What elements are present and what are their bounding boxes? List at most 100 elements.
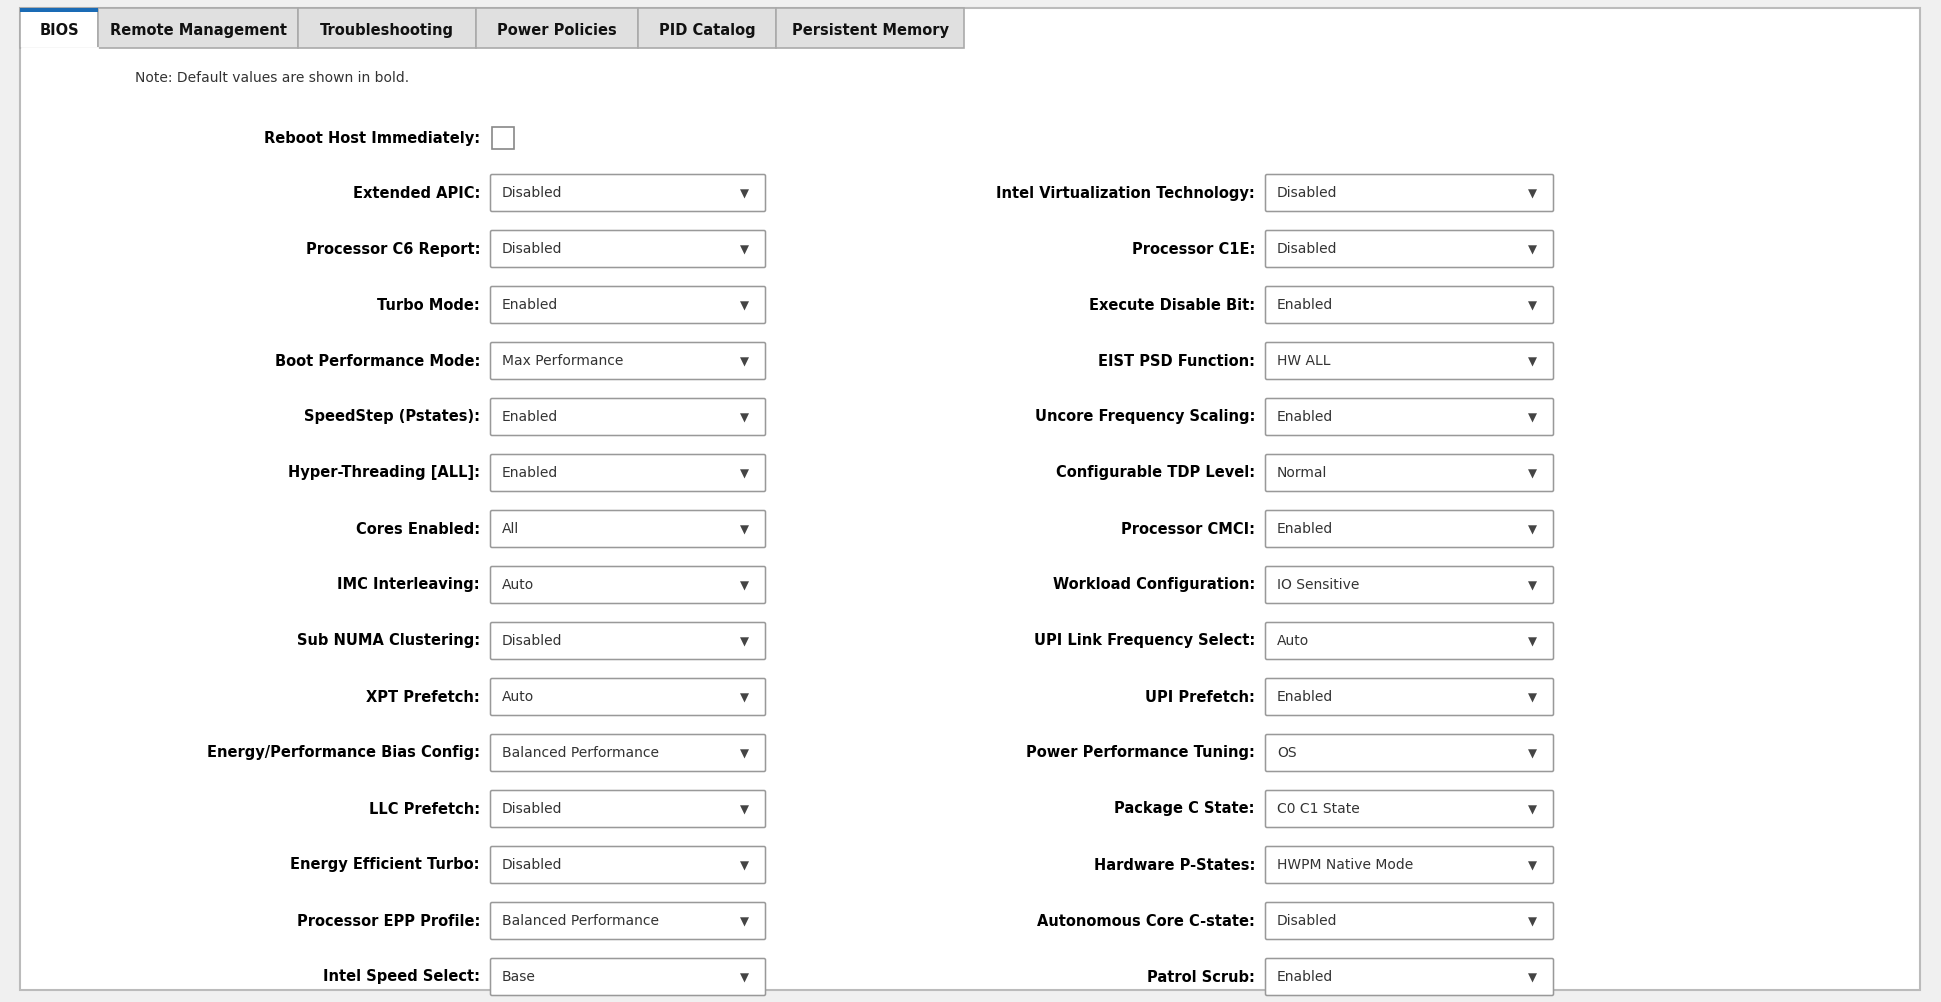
Text: Intel Virtualization Technology:: Intel Virtualization Technology: <box>996 185 1256 200</box>
Text: ▼: ▼ <box>1528 747 1537 761</box>
FancyBboxPatch shape <box>1266 230 1553 268</box>
FancyBboxPatch shape <box>1266 791 1553 828</box>
Text: XPT Prefetch:: XPT Prefetch: <box>367 689 479 704</box>
Text: Note: Default values are shown in bold.: Note: Default values are shown in bold. <box>136 71 410 85</box>
Text: All: All <box>503 522 520 536</box>
Text: Enabled: Enabled <box>503 298 559 312</box>
Text: ▼: ▼ <box>1528 579 1537 592</box>
Text: SpeedStep (Pstates):: SpeedStep (Pstates): <box>305 410 479 425</box>
Text: ▼: ▼ <box>740 972 749 985</box>
Text: Package C State:: Package C State: <box>1114 802 1256 817</box>
Text: Disabled: Disabled <box>1277 914 1337 928</box>
Text: ▼: ▼ <box>1528 804 1537 817</box>
FancyBboxPatch shape <box>1266 734 1553 772</box>
Text: Processor C1E:: Processor C1E: <box>1132 241 1256 257</box>
Text: ▼: ▼ <box>740 356 749 369</box>
Text: ▼: ▼ <box>1528 412 1537 425</box>
FancyBboxPatch shape <box>776 8 965 48</box>
FancyBboxPatch shape <box>491 678 765 715</box>
Text: Energy Efficient Turbo:: Energy Efficient Turbo: <box>291 858 479 873</box>
Text: IMC Interleaving:: IMC Interleaving: <box>338 577 479 592</box>
Text: ▼: ▼ <box>740 412 749 425</box>
Text: ▼: ▼ <box>740 468 749 481</box>
Text: C0 C1 State: C0 C1 State <box>1277 802 1361 816</box>
Text: Workload Configuration:: Workload Configuration: <box>1052 577 1256 592</box>
Text: Power Policies: Power Policies <box>497 22 617 37</box>
Text: Enabled: Enabled <box>1277 410 1333 424</box>
Text: ▼: ▼ <box>1528 860 1537 873</box>
Text: Power Performance Tuning:: Power Performance Tuning: <box>1027 745 1256 761</box>
Text: Balanced Performance: Balanced Performance <box>503 914 660 928</box>
Text: ▼: ▼ <box>740 747 749 761</box>
Text: Remote Management: Remote Management <box>109 22 287 37</box>
FancyBboxPatch shape <box>491 287 765 324</box>
Text: Extended APIC:: Extended APIC: <box>353 185 479 200</box>
Text: Enabled: Enabled <box>1277 690 1333 704</box>
FancyBboxPatch shape <box>491 510 765 547</box>
Text: ▼: ▼ <box>740 804 749 817</box>
Text: Disabled: Disabled <box>1277 186 1337 200</box>
Text: Boot Performance Mode:: Boot Performance Mode: <box>274 354 479 369</box>
FancyBboxPatch shape <box>491 959 765 996</box>
FancyBboxPatch shape <box>299 8 476 48</box>
Text: Disabled: Disabled <box>503 802 563 816</box>
Text: Enabled: Enabled <box>1277 298 1333 312</box>
Text: Auto: Auto <box>503 578 534 592</box>
Text: ▼: ▼ <box>1528 916 1537 929</box>
FancyBboxPatch shape <box>1266 343 1553 380</box>
Text: Energy/Performance Bias Config:: Energy/Performance Bias Config: <box>208 745 479 761</box>
Text: Reboot Host Immediately:: Reboot Host Immediately: <box>264 130 479 145</box>
Text: Uncore Frequency Scaling:: Uncore Frequency Scaling: <box>1035 410 1256 425</box>
Text: Disabled: Disabled <box>503 858 563 872</box>
FancyBboxPatch shape <box>491 734 765 772</box>
FancyBboxPatch shape <box>97 8 299 48</box>
Text: HW ALL: HW ALL <box>1277 354 1330 368</box>
Text: ▼: ▼ <box>740 300 749 313</box>
FancyBboxPatch shape <box>491 174 765 211</box>
Text: ▼: ▼ <box>1528 468 1537 481</box>
FancyBboxPatch shape <box>491 230 765 268</box>
FancyBboxPatch shape <box>491 566 765 603</box>
Text: HWPM Native Mode: HWPM Native Mode <box>1277 858 1413 872</box>
Text: Disabled: Disabled <box>503 186 563 200</box>
Text: ▼: ▼ <box>1528 523 1537 536</box>
Text: BIOS: BIOS <box>39 22 80 37</box>
Text: Auto: Auto <box>503 690 534 704</box>
FancyBboxPatch shape <box>491 903 765 940</box>
FancyBboxPatch shape <box>1266 678 1553 715</box>
Text: ▼: ▼ <box>740 916 749 929</box>
Text: ▼: ▼ <box>1528 356 1537 369</box>
FancyBboxPatch shape <box>1266 959 1553 996</box>
Text: Persistent Memory: Persistent Memory <box>792 22 949 37</box>
Text: OS: OS <box>1277 746 1297 760</box>
FancyBboxPatch shape <box>19 8 97 12</box>
FancyBboxPatch shape <box>1266 510 1553 547</box>
FancyBboxPatch shape <box>1266 566 1553 603</box>
Text: Execute Disable Bit:: Execute Disable Bit: <box>1089 298 1256 313</box>
Text: ▼: ▼ <box>740 635 749 648</box>
Text: ▼: ▼ <box>740 243 749 257</box>
FancyBboxPatch shape <box>491 127 514 149</box>
Text: Cores Enabled:: Cores Enabled: <box>355 521 479 536</box>
FancyBboxPatch shape <box>1266 622 1553 659</box>
FancyBboxPatch shape <box>19 8 97 48</box>
FancyBboxPatch shape <box>1266 455 1553 492</box>
Text: Troubleshooting: Troubleshooting <box>320 22 454 37</box>
FancyBboxPatch shape <box>1266 399 1553 436</box>
Text: Processor C6 Report:: Processor C6 Report: <box>305 241 479 257</box>
FancyBboxPatch shape <box>1266 903 1553 940</box>
Text: Disabled: Disabled <box>503 242 563 256</box>
Text: EIST PSD Function:: EIST PSD Function: <box>1099 354 1256 369</box>
Text: Balanced Performance: Balanced Performance <box>503 746 660 760</box>
Text: Intel Speed Select:: Intel Speed Select: <box>322 970 479 985</box>
Text: Hyper-Threading [ALL]:: Hyper-Threading [ALL]: <box>287 466 479 481</box>
FancyBboxPatch shape <box>491 791 765 828</box>
FancyBboxPatch shape <box>491 343 765 380</box>
FancyBboxPatch shape <box>476 8 639 48</box>
Text: IO Sensitive: IO Sensitive <box>1277 578 1359 592</box>
Text: ▼: ▼ <box>740 579 749 592</box>
Text: ▼: ▼ <box>740 860 749 873</box>
FancyBboxPatch shape <box>491 847 765 884</box>
FancyBboxPatch shape <box>19 8 1920 990</box>
Text: ▼: ▼ <box>1528 243 1537 257</box>
